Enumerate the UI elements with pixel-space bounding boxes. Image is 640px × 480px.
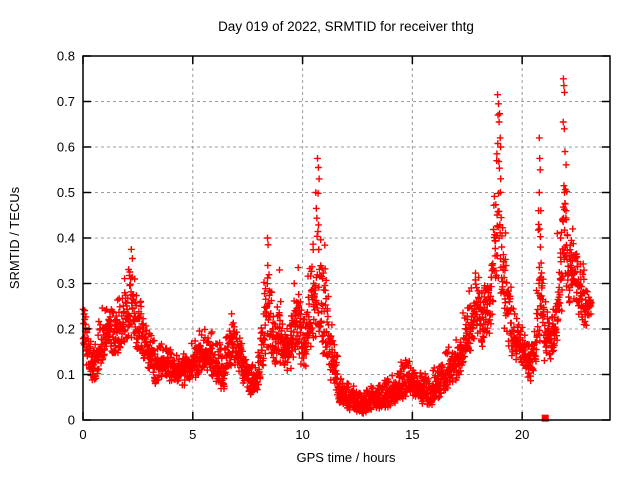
y-tick-label: 0.6 (57, 140, 75, 155)
y-tick-label: 0 (68, 413, 75, 428)
plot-frame (82, 55, 611, 421)
x-axis-label: GPS time / hours (297, 450, 396, 465)
y-tick-label: 0.8 (57, 49, 75, 64)
data-points (79, 75, 595, 422)
x-tick-label: 5 (189, 427, 196, 442)
x-tick-label: 10 (295, 427, 309, 442)
scatter-plus-markers (79, 75, 595, 417)
y-tick-label: 0.5 (57, 185, 75, 200)
x-tick-label: 15 (405, 427, 419, 442)
x-tick-label: 0 (79, 427, 86, 442)
y-tick-label: 0.7 (57, 94, 75, 109)
y-axis-label: SRMTID / TECUs (7, 186, 22, 289)
y-tick-label: 0.2 (57, 322, 75, 337)
outlier-square-marker (541, 414, 549, 422)
tick-labels: 0 5 10 15 20 0 0.1 0.2 0.3 0.4 0.5 0.6 0.7 0.8 (57, 49, 529, 443)
x-tick-label: 20 (515, 427, 529, 442)
y-tick-label: 0.1 (57, 367, 75, 382)
y-tick-label: 0.3 (57, 276, 75, 291)
chart-title: Day 019 of 2022, SRMTID for receiver tht… (218, 19, 474, 34)
y-tick-label: 0.4 (57, 231, 75, 246)
